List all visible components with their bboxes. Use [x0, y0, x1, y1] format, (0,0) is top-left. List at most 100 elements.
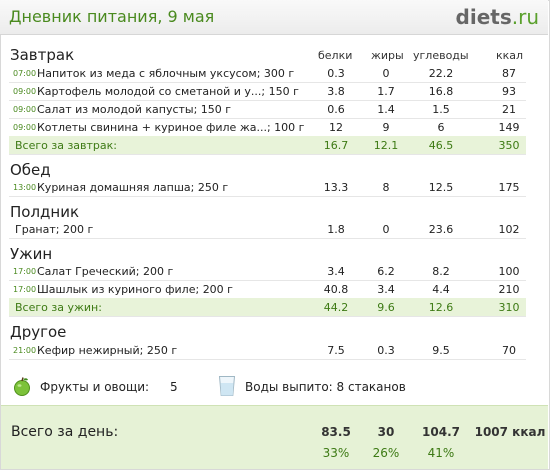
food-kcal: 175	[498, 181, 520, 194]
food-time: 09:00	[13, 123, 37, 132]
food-fat: 0	[382, 223, 390, 236]
food-protein: 7.5	[327, 344, 345, 357]
food-row[interactable]: 13:00 Куриная домашняя лапша; 250 г 13.3…	[9, 178, 526, 197]
meal-total-row: Всего за завтрак: 16.7 12.1 46.5 350	[9, 136, 526, 155]
fruits-label: Фрукты и овощи:	[40, 380, 150, 394]
green-apple-icon	[14, 377, 30, 396]
food-row[interactable]: 09:00 Картофель молодой со сметаной и у.…	[9, 82, 526, 101]
column-header-carbs: углеводы	[413, 49, 469, 62]
meal-title-lunch: Обед	[10, 161, 51, 179]
header-bar: Дневник питания, 9 мая diets.ru	[0, 0, 548, 35]
food-time: 17:00	[13, 285, 37, 294]
logo-tld: .ru	[511, 5, 539, 29]
food-name[interactable]: Салат Греческий; 200 г	[37, 265, 174, 278]
food-protein: 1.8	[327, 223, 345, 236]
food-name[interactable]: Кефир нежирный; 250 г	[37, 344, 178, 357]
day-total-carbs: 104.7	[422, 425, 460, 439]
food-row[interactable]: 17:00 Шашлык из куриного филе; 200 г 40.…	[9, 280, 526, 299]
food-name[interactable]: Напиток из меда с яблочным уксусом; 300 …	[37, 67, 295, 80]
food-time: 21:00	[13, 346, 37, 355]
day-total-fat: 30	[377, 425, 395, 439]
day-total-protein: 83.5	[321, 425, 351, 439]
day-total-label: Всего за день:	[11, 424, 119, 440]
day-total-kcal: 1007 ккал	[474, 425, 546, 439]
food-row[interactable]: Гранат; 200 г 1.8 0 23.6 102	[9, 220, 526, 239]
food-row[interactable]: 21:00 Кефир нежирный; 250 г 7.5 0.3 9.5 …	[9, 341, 526, 360]
food-carbs: 16.8	[428, 85, 454, 98]
total-protein: 44.2	[323, 301, 349, 314]
food-row[interactable]: 07:00 Напиток из меда с яблочным уксусом…	[9, 64, 526, 83]
day-carbs-percent: 41%	[427, 446, 455, 460]
food-time: 09:00	[13, 87, 37, 96]
food-name[interactable]: Салат из молодой капусты; 150 г	[37, 103, 232, 116]
food-fat: 8	[382, 181, 390, 194]
day-protein-percent: 33%	[322, 446, 350, 460]
food-carbs: 12.5	[428, 181, 454, 194]
food-kcal: 100	[498, 265, 520, 278]
food-time: 17:00	[13, 267, 37, 276]
food-name[interactable]: Гранат; 200 г	[15, 223, 94, 236]
meal-title-other: Другое	[10, 323, 67, 341]
food-kcal: 149	[498, 121, 520, 134]
total-fat: 12.1	[373, 139, 399, 152]
food-protein: 40.8	[323, 283, 349, 296]
food-name[interactable]: Шашлык из куриного филе; 200 г	[37, 283, 233, 296]
food-row[interactable]: 09:00 Салат из молодой капусты; 150 г 0.…	[9, 100, 526, 119]
food-carbs: 1.5	[432, 103, 450, 116]
food-fat: 0	[382, 67, 390, 80]
total-carbs: 46.5	[428, 139, 454, 152]
water-glass-icon	[218, 376, 236, 396]
total-protein: 16.7	[323, 139, 349, 152]
food-kcal: 102	[498, 223, 520, 236]
meal-total-label: Всего за ужин:	[15, 301, 102, 314]
total-carbs: 12.6	[428, 301, 454, 314]
food-protein: 0.6	[327, 103, 345, 116]
food-row[interactable]: 09:00 Котлеты свинина + куриное филе жа.…	[9, 118, 526, 137]
food-carbs: 4.4	[432, 283, 450, 296]
food-protein: 3.4	[327, 265, 345, 278]
food-kcal: 21	[502, 103, 516, 116]
column-header-fat: жиры	[371, 49, 404, 62]
food-protein: 0.3	[327, 67, 345, 80]
day-total-box: Всего за день: 83.5 30 104.7 1007 ккал 3…	[1, 405, 548, 469]
meal-title-dinner: Ужин	[10, 245, 53, 263]
food-protein: 12	[329, 121, 343, 134]
site-logo[interactable]: diets.ru	[456, 5, 539, 29]
food-carbs: 9.5	[432, 344, 450, 357]
food-time: 07:00	[13, 69, 37, 78]
water-label: Воды выпито: 8 стаканов	[245, 380, 406, 394]
food-row[interactable]: 17:00 Салат Греческий; 200 г 3.4 6.2 8.2…	[9, 262, 526, 281]
food-kcal: 87	[502, 67, 516, 80]
food-protein: 13.3	[323, 181, 349, 194]
meal-title-snack: Полдник	[10, 203, 80, 221]
column-header-protein: белки	[318, 49, 353, 62]
food-carbs: 6	[437, 121, 445, 134]
meal-total-label: Всего за завтрак:	[15, 139, 118, 152]
day-fat-percent: 26%	[372, 446, 400, 460]
food-fat: 1.4	[377, 103, 395, 116]
meal-title-breakfast: Завтрак	[10, 46, 75, 64]
food-fat: 0.3	[377, 344, 395, 357]
food-carbs: 22.2	[428, 67, 454, 80]
logo-main: diets	[455, 5, 512, 29]
column-header-kcal: ккал	[496, 49, 524, 62]
food-name[interactable]: Куриная домашняя лапша; 250 г	[37, 181, 229, 194]
food-fat: 6.2	[377, 265, 395, 278]
meal-total-row: Всего за ужин: 44.2 9.6 12.6 310	[9, 298, 526, 317]
food-protein: 3.8	[327, 85, 345, 98]
food-carbs: 8.2	[432, 265, 450, 278]
food-fat: 1.7	[377, 85, 395, 98]
food-kcal: 210	[498, 283, 520, 296]
food-kcal: 93	[502, 85, 516, 98]
food-carbs: 23.6	[428, 223, 454, 236]
food-name[interactable]: Котлеты свинина + куриное филе жа...; 10…	[37, 121, 305, 134]
food-kcal: 70	[502, 344, 516, 357]
food-fat: 3.4	[377, 283, 395, 296]
fruits-count: 5	[170, 380, 178, 394]
total-fat: 9.6	[377, 301, 395, 314]
food-time: 09:00	[13, 105, 37, 114]
food-fat: 9	[382, 121, 390, 134]
food-name[interactable]: Картофель молодой со сметаной и у...; 15…	[37, 85, 299, 98]
total-kcal: 310	[498, 301, 520, 314]
total-kcal: 350	[498, 139, 520, 152]
